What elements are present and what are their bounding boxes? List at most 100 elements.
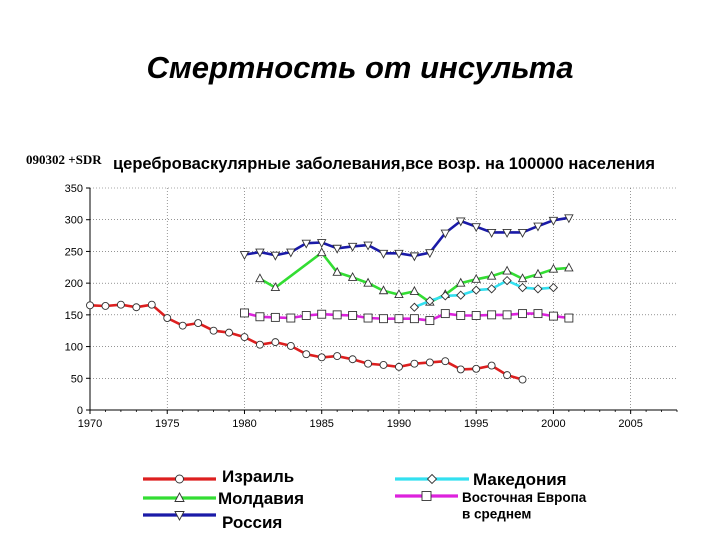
data-point [301,239,312,249]
data-point [286,313,296,323]
data-point [332,266,342,276]
data-point [487,361,496,370]
data-point [533,284,543,294]
data-point [302,350,311,359]
x-tick-label: 1990 [387,418,411,430]
data-point [517,282,528,293]
data-point [410,359,419,368]
data-point [502,310,512,320]
data-point [363,277,373,287]
data-point [502,228,512,238]
grid [89,187,677,411]
data-point [548,263,559,273]
chart-subtitle: цереброваскулярные заболевания,все возр.… [113,155,656,173]
x-tick-label: 1975 [155,418,179,430]
data-point [456,290,466,300]
data-point [379,314,388,324]
data-point [441,357,450,366]
data-point [564,313,574,323]
series-line [244,311,570,322]
data-point [363,241,373,251]
data-point [239,251,250,261]
data-point [409,314,419,324]
data-point [255,273,265,283]
data-point [456,311,466,320]
data-point [316,247,327,257]
legend-label: Восточная Европа [462,490,587,505]
data-point [518,375,527,384]
data-point [425,296,435,306]
data-point [421,491,432,501]
data-point [425,316,435,326]
data-point [533,268,543,278]
data-point [347,242,358,252]
data-point [301,311,311,320]
data-point [116,300,125,309]
data-point [486,284,497,294]
x-tick-label: 1995 [464,418,488,430]
legend-label: Македония [473,470,567,489]
series-israel [86,300,527,384]
data-point [348,355,357,364]
x-tick-label: 1985 [309,418,333,430]
legend-label: Молдавия [218,489,304,508]
x-tick-label: 2000 [541,418,565,430]
data-point [548,311,558,321]
data-point [316,239,327,249]
data-point [471,273,481,283]
data-point [255,248,265,258]
y-tick-label: 200 [65,278,83,290]
x-tick-label: 1980 [232,418,256,430]
data-point [486,270,497,280]
y-tick-label: 350 [65,183,83,195]
data-point [101,302,110,310]
data-point [517,228,528,238]
data-point [440,309,450,319]
series-russia [239,214,574,262]
legend-item-macedonia: Македония [395,470,567,489]
data-point [564,262,574,272]
legend: Израиль Молдавия Россия МакедонияВосточная … [143,467,587,532]
data-point [394,362,403,371]
data-point [163,314,172,322]
y-tick-label: 100 [65,342,83,354]
data-point [425,358,434,367]
legend-item-moldova: Молдавия [143,489,304,508]
data-point [378,249,389,259]
data-point [456,365,465,374]
data-point [286,248,296,258]
data-point [332,310,342,320]
data-point [270,312,280,322]
data-point [271,338,280,347]
data-point [548,282,559,293]
data-point [347,271,358,281]
legend-label: в среднем [462,507,531,522]
data-point [394,289,404,299]
series-line [413,279,554,309]
data-point [255,312,265,322]
data-point [503,371,512,380]
data-point [409,252,420,262]
legend-item-russia: Россия [143,511,282,532]
data-point [348,311,358,320]
data-point [517,273,528,283]
data-point [174,492,185,502]
data-point [364,359,373,368]
legend-item-eastern_europe: Восточная Европа в среднем [395,490,587,522]
data-point [209,326,218,335]
data-point [409,302,420,312]
data-point [240,308,249,318]
y-tick-label: 150 [65,310,83,322]
data-point [425,249,435,259]
data-point [533,222,543,232]
data-point [255,340,264,349]
data-point [409,285,420,295]
y-tick-label: 300 [65,215,83,227]
data-point [426,473,438,485]
data-point [548,216,559,226]
x-tick-label: 2005 [618,418,642,430]
data-point [394,314,404,324]
data-point [518,309,527,319]
slide-title: Смертность от инсульта [146,50,574,85]
legend-label: Россия [222,513,282,532]
